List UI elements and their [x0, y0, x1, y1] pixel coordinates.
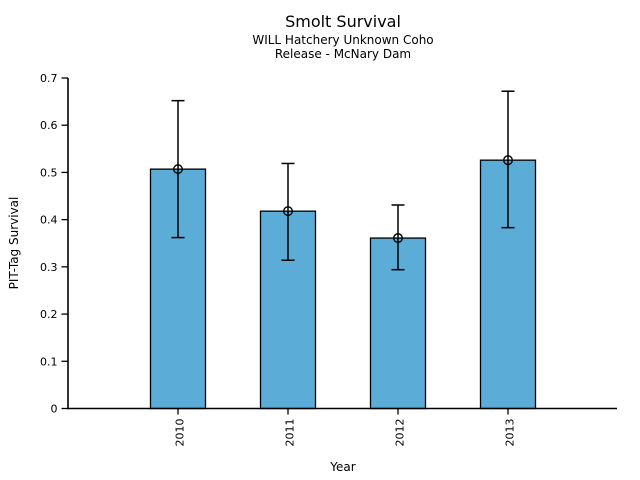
y-tick-label: 0 [51, 403, 58, 416]
x-tick-label-2010: 2010 [174, 419, 187, 447]
x-axis-ticks: 2010 2011 2012 2013 [174, 408, 517, 447]
x-tick-label-2012: 2012 [394, 419, 407, 447]
y-tick-label: 0.2 [40, 308, 58, 321]
y-axis-label: PIT-Tag Survival [7, 197, 21, 290]
markers-group [172, 155, 514, 244]
error-bars-group [171, 90, 515, 271]
y-tick-label: 0.1 [40, 355, 58, 368]
y-axis-ticks: 0 0.1 0.2 0.3 0.4 0.5 0.6 0.7 [40, 72, 68, 416]
bars-group [149, 159, 537, 410]
y-tick-label: 0.7 [40, 72, 58, 85]
chart-subtitle-line2: Release - McNary Dam [275, 47, 411, 61]
x-tick-label-2013: 2013 [504, 419, 517, 447]
y-tick-label: 0.4 [40, 214, 58, 227]
chart-subtitle-line1: WILL Hatchery Unknown Coho [252, 33, 433, 47]
y-tick-label: 0.5 [40, 166, 58, 179]
x-axis-label: Year [329, 460, 355, 474]
data-point-marker-2011 [283, 206, 294, 217]
data-point-marker-2013 [503, 155, 514, 166]
data-point-marker-2012 [393, 233, 404, 244]
data-point-marker-2010 [172, 164, 183, 175]
y-tick-label: 0.3 [40, 261, 58, 274]
y-tick-label: 0.6 [40, 119, 58, 132]
x-tick-label-2011: 2011 [284, 419, 297, 447]
chart-title: Smolt Survival [285, 12, 401, 31]
